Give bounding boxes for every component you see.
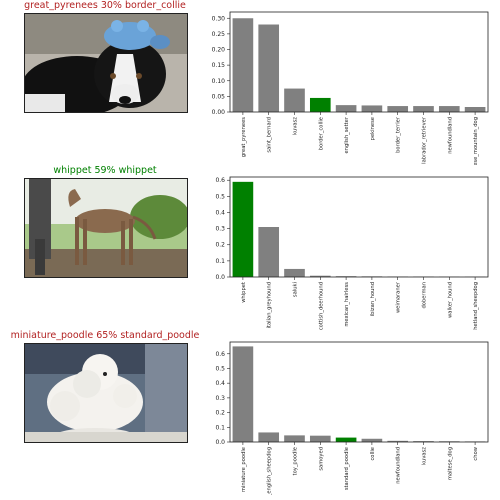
dog-photo [24,13,188,113]
bar [258,432,280,442]
x-tick-label: newfoundland [396,447,402,484]
y-tick-label: 0.25 [212,31,226,38]
y-tick-label: 0.3 [215,395,225,402]
prediction-row-2: whippet 59% whippet 0.0 0.1 0.2 0.3 0.4 0.5 0.… [0,165,500,330]
x-tick-label: border_terrier [396,116,402,153]
bar [232,346,254,442]
y-tick-label: 0.2 [215,410,225,417]
x-tick-label: collie [370,447,376,461]
bar [335,276,357,277]
x-tick-label: miniature_poodle [241,447,247,492]
x-tick-label: english_setter [344,116,350,153]
plot-frame [229,341,489,443]
x-tick-label: old_english_sheepdog [267,447,273,495]
bar [464,107,486,112]
x-tick-label: border_collie [318,117,324,150]
x-tick-label: shetland_sheepdog [473,282,479,330]
probability-bar-chart: 0.0 0.1 0.2 0.3 0.4 0.5 0.6 whippet italian_grey… [215,176,489,330]
x-tick-label: scottish_deerhound [318,282,324,330]
y-tick-label: 0.0 [215,274,225,281]
prediction-caption: great_pyrenees 30% border_collie [24,0,186,11]
y-tick-label: 0.6 [215,351,225,358]
x-tick-label: whippet [241,282,247,303]
bar [438,106,460,112]
bar [232,181,254,277]
y-tick-label: 0.20 [212,47,226,54]
dog-photo [24,178,188,278]
x-tick-label: maltese_dog [447,447,453,480]
x-tick-label: standard_poodle [344,447,350,490]
bar [258,24,280,112]
x-tick-label: doberman [422,282,428,309]
prediction-row-1: great_pyrenees 30% border_collie 0.00 0.0… [0,0,500,165]
x-tick-label: kuvasz [422,447,428,465]
bar [361,438,383,442]
x-tick-label: samoyed [318,447,324,471]
y-tick-label: 0.4 [215,209,225,216]
x-tick-label: chow [473,446,479,460]
x-tick-label: pekinese [370,117,376,140]
bar [284,268,305,277]
y-tick-label: 0.0 [215,439,225,446]
bar [284,88,305,112]
bar [335,105,357,112]
y-tick-label: 0.30 [212,15,226,22]
y-tick-label: 0.2 [215,242,225,249]
bar [413,441,434,442]
x-tick-label: saluki [293,282,299,297]
y-tick-label: 0.5 [215,193,225,200]
y-tick-label: 0.3 [215,226,225,233]
y-tick-label: 0.5 [215,365,225,372]
plot-frame [229,176,489,278]
prediction-caption: miniature_poodle 65% standard_poodle [10,330,200,341]
y-tick-label: 0.1 [215,424,225,431]
prediction-caption: whippet 59% whippet [53,165,157,176]
y-tick-label: 0.10 [212,78,226,85]
y-tick-label: 0.4 [215,380,225,387]
x-tick-label: bernese_mountain_dog [473,117,479,165]
bar [335,437,357,442]
dog-photo [24,343,188,443]
bar [387,440,409,442]
y-tick-label: 0.15 [212,62,226,69]
y-tick-label: 0.1 [215,258,225,265]
bar [258,227,280,277]
y-tick-label: 0.05 [212,93,226,100]
y-tick-label: 0.00 [212,109,226,116]
x-tick-label: saint_bernard [267,117,273,153]
x-tick-label: newfoundland [447,117,453,154]
x-tick-label: mexican_hairless [344,282,350,327]
x-tick-label: walker_hound [447,282,453,318]
bar [309,97,331,112]
bar [309,275,331,277]
bar [361,105,383,112]
prediction-row-3: miniature_poodle 65% standard_poodle 0.0… [0,330,500,495]
x-tick-label: kuvasz [293,117,299,135]
x-tick-label: weimaraner [396,281,402,313]
x-tick-label: toy_poodle [293,447,299,475]
bar [284,435,305,442]
bar [413,106,434,112]
x-tick-label: italian_greyhound [267,282,273,329]
probability-bar-chart: 0.00 0.05 0.10 0.15 0.20 0.25 0.30 great_pyrene… [212,11,489,165]
bar [309,435,331,442]
bar [232,18,254,112]
plot-frame [229,11,489,113]
x-tick-label: ibizan_hound [370,282,376,316]
y-tick-label: 0.6 [215,177,225,184]
bar [387,106,409,112]
x-tick-label: labrador_retriever [422,116,428,164]
probability-bar-chart: 0.0 0.1 0.2 0.3 0.4 0.5 0.6 miniature_poodle old… [215,341,489,495]
x-tick-label: great_pyrenees [241,117,247,158]
